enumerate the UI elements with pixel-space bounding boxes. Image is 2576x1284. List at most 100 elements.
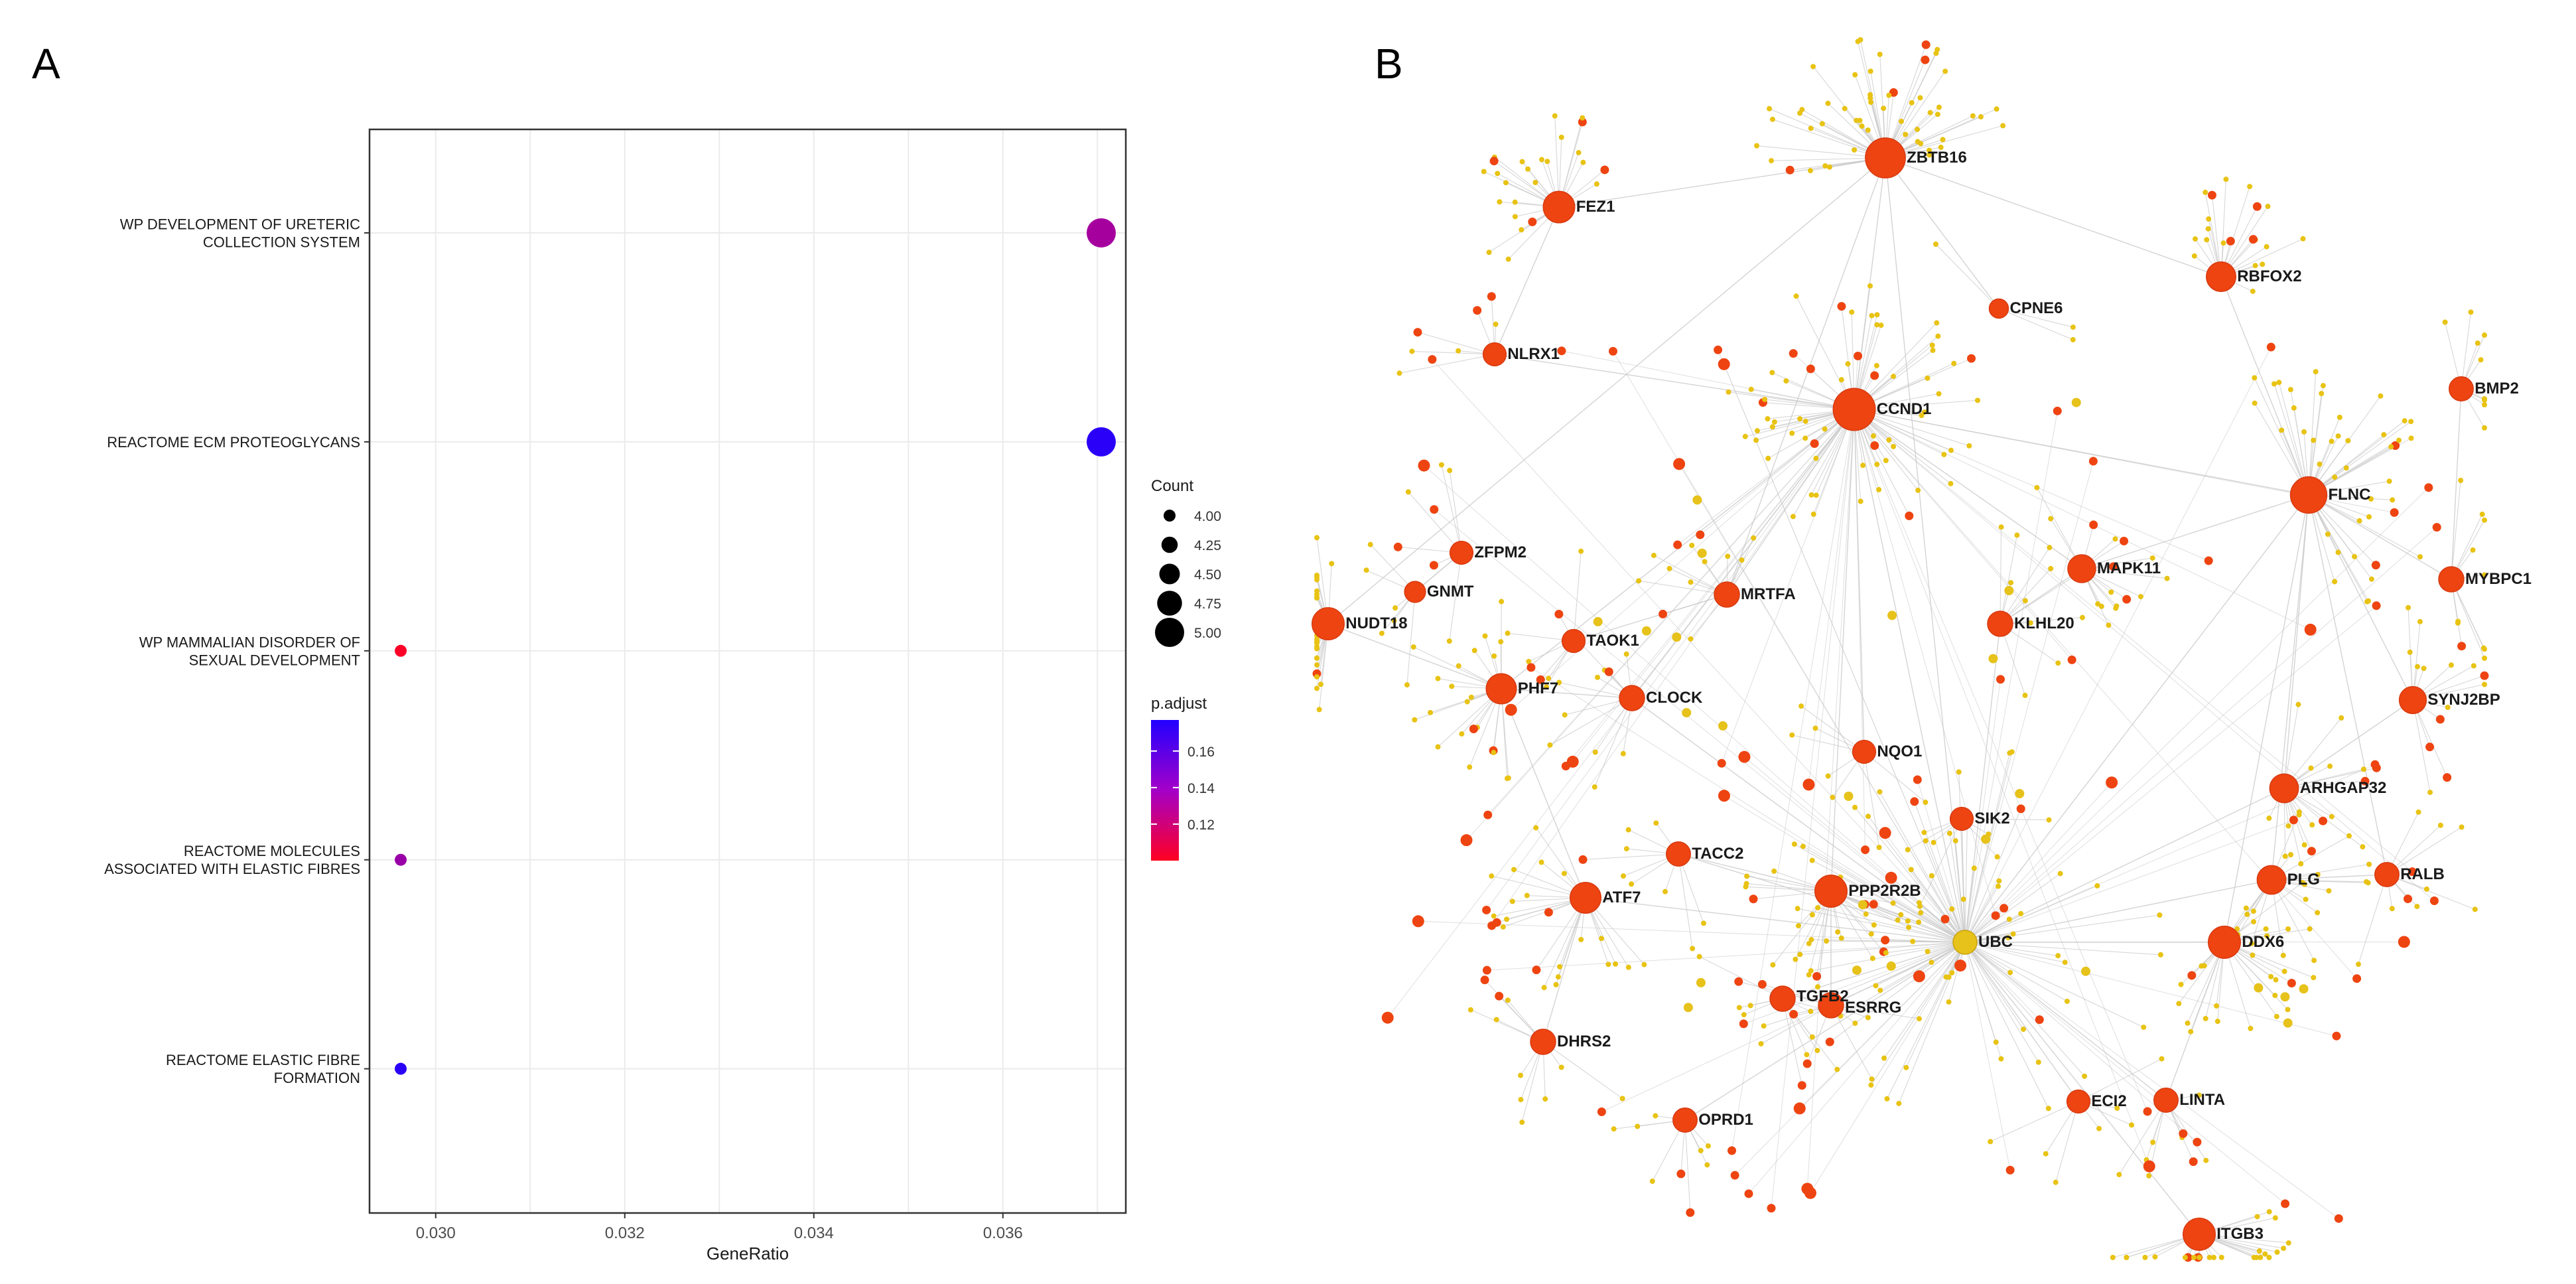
network-leaf-node bbox=[2313, 369, 2319, 375]
network-minor-node bbox=[1749, 894, 1758, 904]
network-leaf-node bbox=[1929, 873, 1934, 879]
network-leaf-node bbox=[1512, 199, 1518, 205]
network-leaf-node bbox=[2288, 852, 2294, 858]
term-label-line: COLLECTION SYSTEM bbox=[203, 234, 360, 250]
network-leaf-node bbox=[2108, 589, 2114, 595]
network-leaf-node bbox=[1682, 708, 1692, 718]
network-leaf-node bbox=[2157, 912, 2163, 918]
network-leaf-node bbox=[1804, 1052, 1810, 1058]
network-edge bbox=[1699, 956, 1783, 999]
network-leaf-node bbox=[2006, 916, 2012, 922]
network-leaf-node bbox=[1859, 123, 1865, 129]
network-leaf-node bbox=[2206, 1255, 2212, 1260]
network-minor-node bbox=[2307, 847, 2316, 856]
network-minor-node bbox=[2266, 342, 2275, 352]
network-edge bbox=[2000, 568, 2082, 624]
network-minor-node bbox=[2304, 623, 2317, 636]
network-leaf-node bbox=[1392, 605, 1398, 611]
count-legend-dot bbox=[1161, 536, 1178, 553]
network-leaf-node bbox=[2096, 1125, 2102, 1131]
hub-label-mapk11: MAPK11 bbox=[2097, 559, 2161, 577]
network-edge bbox=[1883, 942, 1966, 1058]
network-minor-node bbox=[1495, 991, 1504, 1001]
hub-node-cpne6 bbox=[1988, 298, 2009, 319]
network-leaf-node bbox=[1635, 1123, 1641, 1129]
network-leaf-node bbox=[2252, 263, 2258, 269]
network-edge bbox=[1830, 1005, 1873, 1080]
network-minor-node bbox=[1967, 354, 1976, 363]
network-leaf-node bbox=[2035, 1059, 2041, 1065]
network-edge bbox=[1792, 735, 1865, 752]
network-leaf-node bbox=[1700, 920, 1706, 926]
network-leaf-node bbox=[1547, 742, 1553, 748]
network-minor-node bbox=[1578, 855, 1588, 864]
network-leaf-node bbox=[2266, 1209, 2272, 1215]
network-leaf-node bbox=[2018, 910, 2024, 916]
hub-node-phf7 bbox=[1485, 673, 1517, 705]
network-edge bbox=[1470, 1009, 1544, 1042]
network-edge bbox=[1418, 920, 1966, 943]
network-minor-node bbox=[1428, 355, 1437, 364]
network-leaf-node bbox=[1704, 1162, 1710, 1168]
network-leaf-node bbox=[1925, 375, 1931, 381]
hub-label-synj2bp: SYNJ2BP bbox=[2427, 691, 2500, 709]
network-minor-node bbox=[1802, 778, 1815, 791]
network-leaf-node bbox=[2070, 324, 2076, 330]
network-minor-node bbox=[1489, 157, 1499, 166]
network-leaf-node bbox=[1623, 846, 1629, 852]
network-leaf-node bbox=[2034, 484, 2040, 490]
network-leaf-node bbox=[1625, 827, 1631, 833]
network-leaf-node bbox=[1810, 511, 1816, 517]
network-leaf-node bbox=[1505, 997, 1511, 1003]
network-leaf-node bbox=[1960, 896, 1966, 902]
network-leaf-node bbox=[1824, 938, 1830, 944]
network-edge bbox=[2000, 570, 2083, 624]
hub-node-dhrs2 bbox=[1530, 1029, 1556, 1055]
network-leaf-node bbox=[1532, 180, 1538, 186]
network-minor-node bbox=[2334, 1214, 2343, 1223]
network-leaf-node bbox=[1489, 873, 1495, 879]
network-leaf-node bbox=[1499, 599, 1505, 605]
network-leaf-node bbox=[2203, 1015, 2208, 1021]
network-leaf-node bbox=[1970, 113, 1976, 119]
network-leaf-node bbox=[2182, 1255, 2188, 1260]
network-leaf-node bbox=[2470, 547, 2476, 553]
network-leaf-node bbox=[1822, 163, 1828, 169]
network-leaf-node bbox=[1890, 374, 1896, 380]
network-leaf-node bbox=[2408, 419, 2414, 425]
network-leaf-node bbox=[2417, 554, 2423, 560]
network-minor-node bbox=[1940, 914, 1950, 924]
network-leaf-node bbox=[1809, 1034, 1815, 1040]
network-leaf-node bbox=[1605, 962, 1611, 967]
network-leaf-node bbox=[1942, 68, 1948, 74]
hub-node-linta bbox=[2153, 1088, 2179, 1113]
network-edge bbox=[1886, 942, 1966, 1100]
padjust-legend-ticks: 0.16 0.14 0.12 bbox=[1151, 745, 1215, 833]
network-leaf-node bbox=[1795, 923, 1801, 929]
network-leaf-node bbox=[1906, 924, 1912, 930]
network-leaf-node bbox=[1702, 559, 1708, 565]
network-edge bbox=[1724, 364, 1966, 943]
network-edge bbox=[1854, 409, 2148, 1112]
network-minor-node bbox=[1561, 762, 1570, 771]
network-edge bbox=[1854, 409, 1966, 943]
network-leaf-node bbox=[2471, 663, 2476, 669]
network-edge bbox=[2254, 378, 2309, 496]
network-leaf-node bbox=[2408, 435, 2414, 441]
network-leaf-node bbox=[2116, 1172, 2122, 1178]
hub-label-nqo1: NQO1 bbox=[1877, 743, 1922, 760]
network-leaf-nodes bbox=[1312, 37, 2489, 1262]
hub-label-ralb: RALB bbox=[2400, 865, 2445, 883]
hub-label-taok1: TAOK1 bbox=[1586, 632, 1639, 650]
network-leaf-node bbox=[2201, 963, 2207, 969]
network-leaf-node bbox=[1769, 158, 1775, 164]
network-leaf-node bbox=[1769, 370, 1775, 376]
hub-label-ddx6: DDX6 bbox=[2242, 933, 2284, 951]
network-leaf-node bbox=[1869, 1076, 1875, 1082]
hub-node-arhgap32 bbox=[2269, 773, 2299, 804]
network-leaf-node bbox=[1858, 900, 1867, 910]
network-leaf-node bbox=[2218, 1255, 2224, 1260]
network-leaf-node bbox=[1905, 918, 1911, 924]
network-leaf-node bbox=[2197, 1255, 2203, 1260]
network-edge bbox=[1964, 623, 2001, 943]
